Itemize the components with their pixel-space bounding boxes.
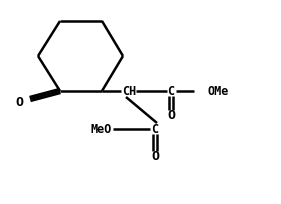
Text: C: C xyxy=(167,85,175,98)
Text: MeO: MeO xyxy=(91,123,112,136)
Text: OMe: OMe xyxy=(207,85,228,98)
Text: CH: CH xyxy=(122,85,136,98)
Text: C: C xyxy=(151,123,158,136)
Text: O: O xyxy=(15,96,23,109)
Text: O: O xyxy=(167,109,175,122)
Text: O: O xyxy=(151,150,159,163)
